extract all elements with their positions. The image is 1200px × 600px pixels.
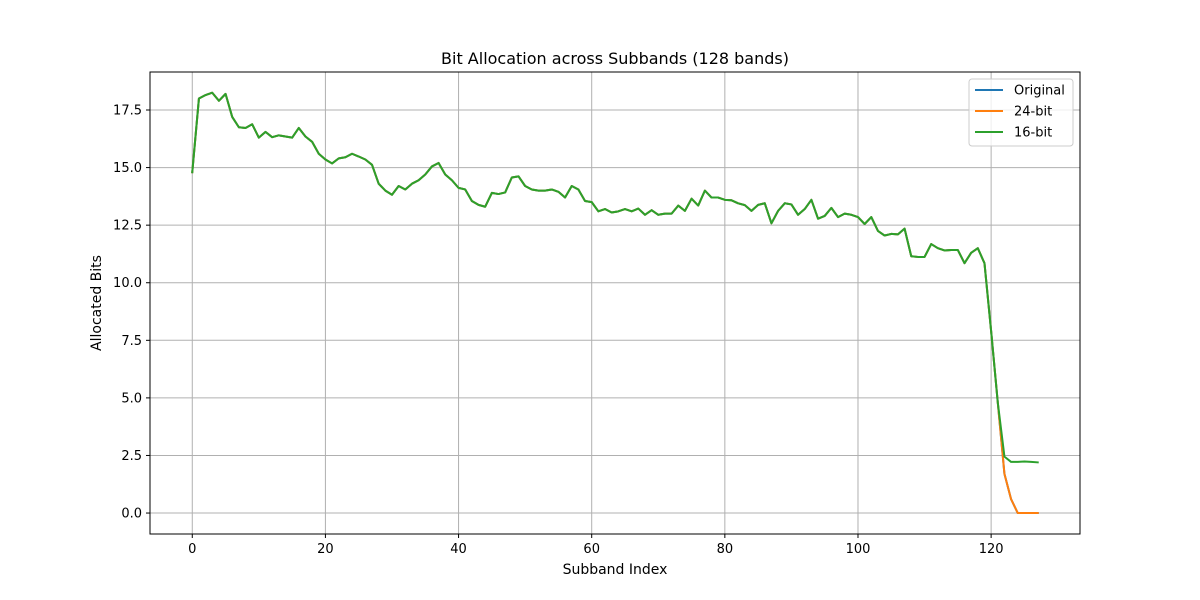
y-tick-label: 17.5 <box>113 104 142 119</box>
y-tick-label: 2.5 <box>121 449 142 464</box>
plot-background <box>150 72 1080 534</box>
x-tick-label: 20 <box>317 542 334 557</box>
series-lines <box>191 91 1039 515</box>
y-axis-label: Allocated Bits <box>89 255 105 351</box>
series-line-16-bit <box>191 91 1039 464</box>
grid <box>150 72 1080 534</box>
x-tick-label: 120 <box>979 542 1004 557</box>
x-axis-label: Subband Index <box>563 562 668 578</box>
y-tick-label: 12.5 <box>113 219 142 234</box>
x-tick-label: 0 <box>188 542 196 557</box>
plot-frame <box>149 71 1081 535</box>
legend-box <box>968 78 1074 147</box>
x-tick-label: 60 <box>583 542 600 557</box>
x-tick-label: 80 <box>717 542 734 557</box>
y-tick-label: 5.0 <box>121 391 142 406</box>
y-tick-label: 15.0 <box>113 161 142 176</box>
x-tick-label: 100 <box>846 542 871 557</box>
legend-label-24-bit: 24-bit <box>1014 105 1052 120</box>
legend-label-16-bit: 16-bit <box>1014 126 1052 141</box>
legend: Original 24-bit 16-bit <box>968 78 1074 147</box>
axis-ticks: 0 20 40 60 80 100 120 0.0 2.5 5.0 7.5 10.0 12.5 15.0 1… <box>113 104 1003 557</box>
y-tick-label: 7.5 <box>121 334 142 349</box>
legend-label-original: Original <box>1014 84 1065 99</box>
y-tick-label: 0.0 <box>121 507 142 522</box>
y-tick-label: 10.0 <box>113 276 142 291</box>
chart-title: Bit Allocation across Subbands (128 band… <box>441 49 789 68</box>
x-tick-label: 40 <box>450 542 467 557</box>
